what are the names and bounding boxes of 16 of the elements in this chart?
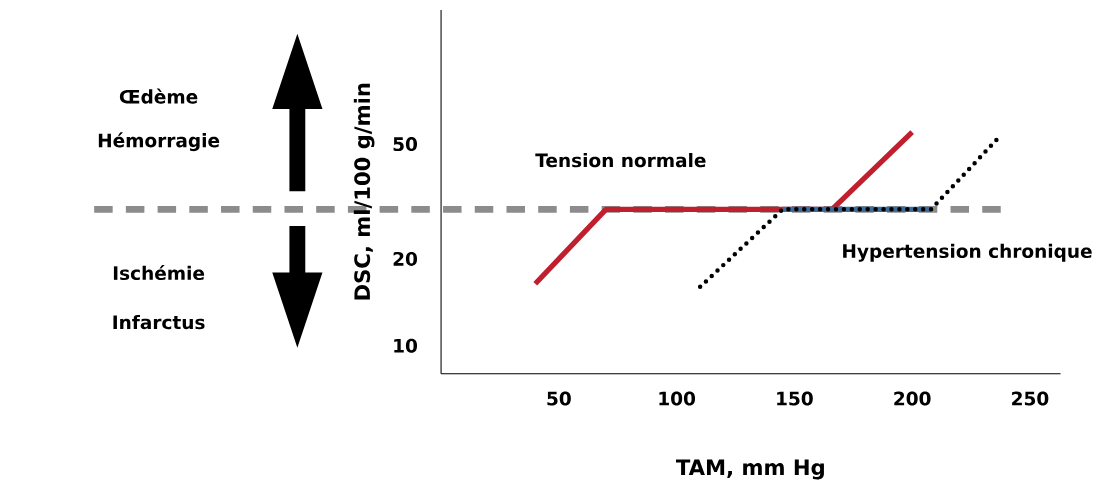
- text: Tension normale: [535, 153, 706, 168]
- x-tick-label: 100: [659, 391, 696, 406]
- x-tick-label: 50: [547, 391, 571, 406]
- text: Ischémie: [113, 265, 205, 281]
- x-tick-label: 150: [777, 391, 813, 406]
- text: Hémorragie: [98, 132, 220, 152]
- text: Œdème: [119, 88, 198, 104]
- y-tick-label: 20: [393, 251, 418, 266]
- text: Infarctus: [113, 314, 205, 330]
- series-label: Hypertension chronique: [843, 243, 1092, 262]
- y-tick-label: 50: [393, 137, 418, 152]
- x-tick-label: 250: [1012, 391, 1049, 406]
- y-axis-title: DSC, ml/100 g/min: [353, 83, 375, 300]
- y-tick-label: 10: [394, 338, 418, 353]
- x-axis-title: TAM, mm Hg: [675, 459, 824, 480]
- x-tick-label: 200: [894, 391, 931, 406]
